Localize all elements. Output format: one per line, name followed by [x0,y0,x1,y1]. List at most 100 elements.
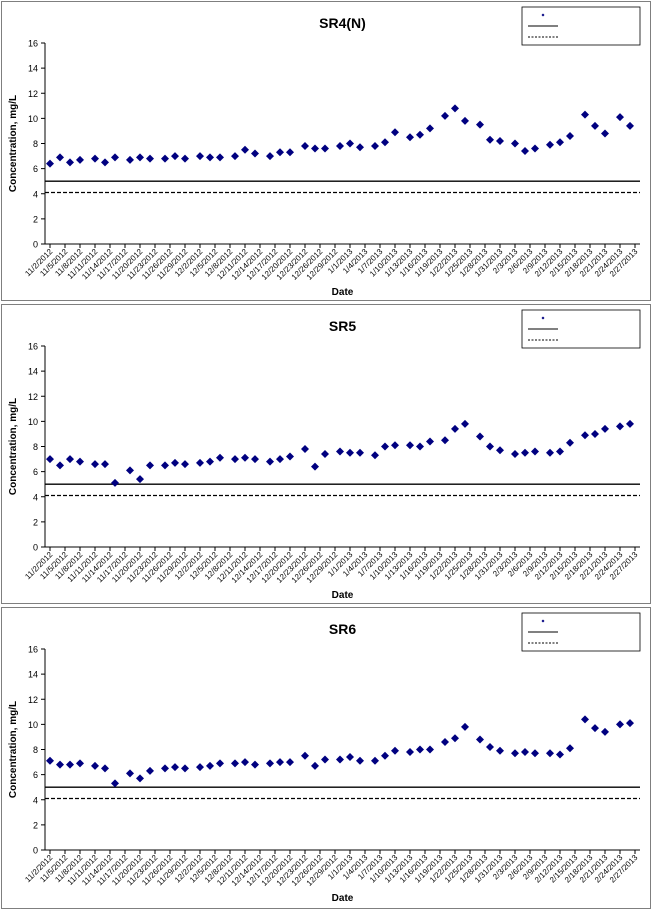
data-point [251,149,259,158]
data-point [476,735,484,744]
data-point [266,152,274,161]
data-point [251,455,259,464]
data-point [136,475,144,484]
data-point [276,455,284,464]
data-point [111,478,119,487]
data-point [76,155,84,164]
data-point [601,129,609,138]
data-point [566,744,574,753]
y-tick-label: 2 [33,820,38,830]
data-point [181,154,189,163]
data-point [441,111,449,120]
y-tick-label: 2 [33,517,38,527]
data-point [321,755,329,764]
legend-marker [541,316,545,320]
data-point [46,159,54,168]
data-point [126,769,134,778]
chart-panel-sr4n: SR4(N) 0 2 4 6 8 10 12 14 16 Concentration, mg/L 11… [1,1,651,301]
data-point [336,142,344,151]
data-point [46,756,54,765]
data-point [241,453,249,462]
y-tick-label: 14 [28,367,38,377]
data-point [426,745,434,754]
y-tick-label: 4 [33,795,38,805]
data-point [56,461,64,470]
data-point [111,153,119,162]
x-axis-title: Date [332,287,354,298]
data-point [556,447,564,456]
x-axis-title: Date [332,590,354,601]
data-point [171,763,179,772]
y-axis-title: Concentration, mg/L [8,398,19,495]
data-point [101,764,109,773]
y-tick-label: 6 [33,467,38,477]
y-tick-label: 2 [33,214,38,224]
data-point [136,153,144,162]
data-point [381,138,389,147]
data-point [616,113,624,122]
data-point [461,419,469,428]
y-tick-label: 6 [33,770,38,780]
data-point [591,121,599,130]
data-point [146,154,154,163]
y-tick-label: 12 [28,392,38,402]
y-tick-label: 8 [33,442,38,452]
data-point [531,447,539,456]
data-point [126,155,134,164]
y-tick-label: 10 [28,114,38,124]
data-point [136,774,144,783]
chart-title: SR6 [329,621,356,637]
data-point [146,461,154,470]
data-point [416,130,424,139]
y-tick-label: 0 [33,543,38,553]
data-point [216,453,224,462]
data-point [266,457,274,466]
y-tick-label: 0 [33,240,38,250]
data-point [511,749,519,758]
data-point [311,462,319,471]
legend-marker [541,13,545,17]
data-point [566,131,574,140]
data-point [76,759,84,768]
data-point [416,745,424,754]
data-point [346,139,354,148]
data-point [56,760,64,769]
y-axis-title: Concentration, mg/L [8,95,19,192]
data-point [546,448,554,457]
data-point [111,779,119,788]
data-point [391,128,399,137]
y-tick-label: 14 [28,64,38,74]
data-point [206,761,214,770]
data-point [451,104,459,113]
y-tick-label: 14 [28,670,38,680]
data-point [616,422,624,431]
data-point [616,720,624,729]
data-point [371,142,379,151]
data-point [476,120,484,129]
data-point [171,458,179,467]
data-point [451,734,459,743]
legend-marker [541,619,545,623]
data-point [301,751,309,760]
data-point [286,452,294,461]
x-axis-title: Date [332,893,354,904]
data-point [441,436,449,445]
chart-panel-sr6: SR6 0 2 4 6 8 10 12 14 16 Concentration, mg/L 11/2/… [1,607,651,909]
data-point [371,451,379,460]
data-point [171,152,179,161]
data-point [406,748,414,757]
chart-panel-sr5: SR5 0 2 4 6 8 10 12 14 16 Concentration, mg/L 11/2/… [1,304,651,604]
data-point [346,448,354,457]
data-point [126,466,134,475]
y-tick-label: 6 [33,164,38,174]
data-point [311,144,319,153]
data-point [276,148,284,157]
data-point [161,154,169,163]
data-point [391,441,399,450]
data-point [206,457,214,466]
data-point [601,727,609,736]
